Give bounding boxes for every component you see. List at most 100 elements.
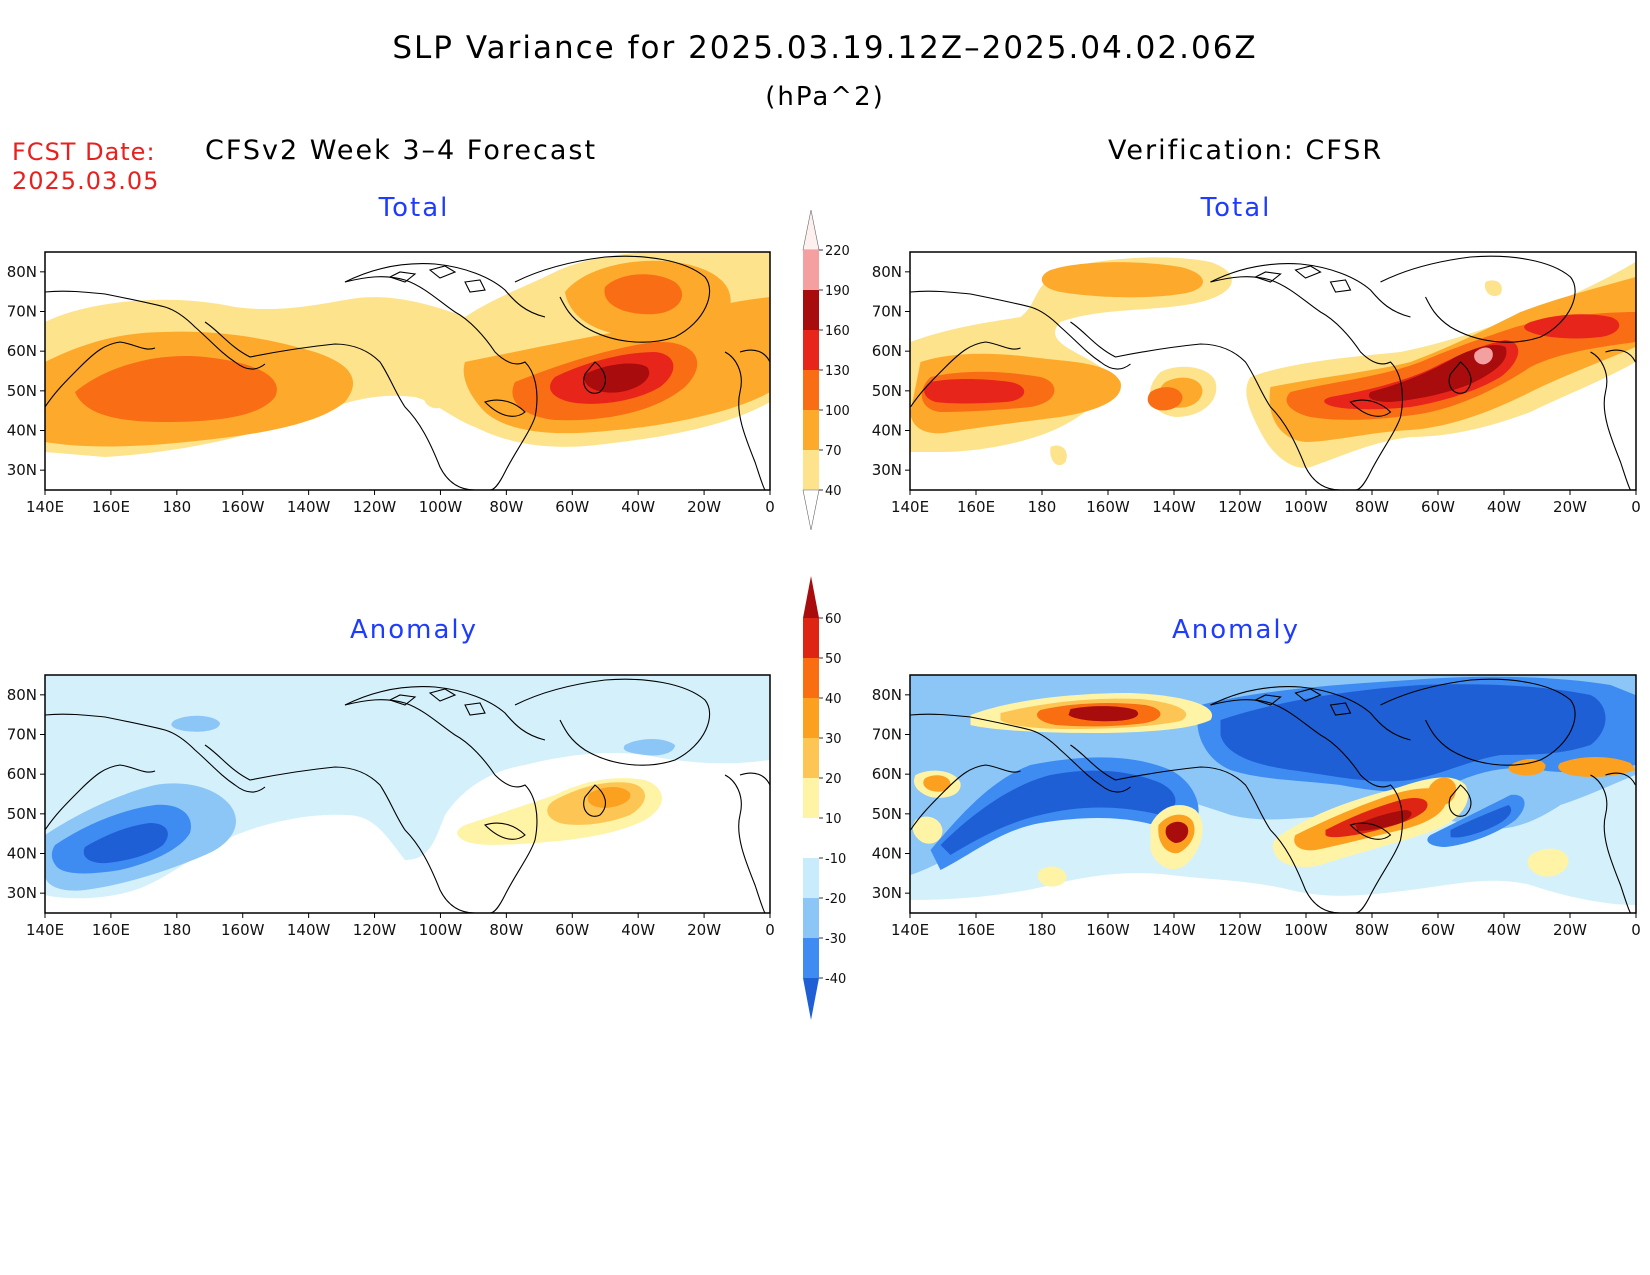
lat-tick-label: 80N: [872, 263, 902, 281]
colorbar-label: 130: [825, 364, 850, 379]
colorbar-label: 40: [825, 484, 842, 499]
colorbar-segment: [803, 778, 819, 818]
neg20-blob: [171, 715, 220, 732]
colorbar-segment: [803, 618, 819, 658]
lat-tick-label: 70N: [7, 726, 37, 744]
lon-tick-label: 60W: [555, 498, 589, 516]
lon-tick-label: 20W: [687, 921, 721, 939]
lon-tick-label: 100W: [419, 498, 463, 516]
verification-total-title: Total: [1200, 193, 1272, 223]
forecast-total-field: [45, 252, 770, 457]
colorbar-label: 20: [825, 772, 842, 787]
lon-tick-label: 180: [1028, 498, 1057, 516]
colorbar-segment: [803, 410, 819, 450]
pos30-region: [587, 787, 631, 808]
lon-tick-label: 20W: [687, 498, 721, 516]
lon-tick-label: 0: [1631, 921, 1641, 939]
pos10-blob-sw: [912, 816, 943, 844]
lon-tick-label: 20W: [1553, 921, 1587, 939]
forecast-anomaly-title: Anomaly: [349, 615, 479, 645]
lon-tick-label: 140E: [26, 498, 64, 516]
forecast-date-block: FCST Date: 2025.03.05: [12, 138, 159, 196]
lat-tick-label: 60N: [7, 765, 37, 783]
contour-40-blob: [1050, 445, 1067, 466]
lat-tick-label: 30N: [872, 884, 902, 902]
colorbar-label: -20: [825, 892, 846, 907]
lon-tick-label: 120W: [1218, 498, 1262, 516]
lon-tick-label: 120W: [1218, 921, 1262, 939]
lon-tick-label: 80W: [489, 921, 523, 939]
lat-tick-label: 80N: [7, 686, 37, 704]
neg10-region: [45, 675, 770, 899]
units-label: (hPa^2): [765, 82, 885, 112]
lat-tick-label: 70N: [7, 303, 37, 321]
lat-tick-label: 30N: [7, 884, 37, 902]
pos60-region-ak: [1165, 821, 1189, 843]
colorbar-segment: [803, 898, 819, 938]
lon-tick-label: 160W: [1086, 498, 1130, 516]
forecast-total-panel: [44, 251, 771, 491]
lon-tick-label: 140E: [26, 921, 64, 939]
pos60-region-na: [1355, 810, 1412, 831]
lon-tick-label: 60W: [1421, 921, 1455, 939]
colorbar-label: 60: [825, 612, 842, 627]
forecast-anomaly-panel: [44, 674, 771, 914]
contour-100-region: [75, 356, 277, 422]
colorbar-segment: [803, 938, 819, 978]
figure-title: SLP Variance for 2025.03.19.12Z–2025.04.…: [392, 30, 1258, 66]
colorbar-label: 220: [825, 244, 850, 259]
colorbar-over-triangle: [803, 576, 819, 618]
lat-tick-label: 70N: [872, 303, 902, 321]
lon-tick-label: 100W: [419, 921, 463, 939]
lon-tick-label: 40W: [1487, 498, 1521, 516]
colorbar-anomaly: 60 50 40 30 20 10 -10 -20 -30 -40: [803, 576, 846, 1020]
neg40-region-2: [1220, 684, 1606, 782]
contour-70-region-2: [1041, 262, 1203, 298]
forecast-anomaly-field: [45, 675, 770, 899]
lat-tick-label: 50N: [872, 805, 902, 823]
lat-tick-label: 60N: [872, 765, 902, 783]
forecast-heading: CFSv2 Week 3–4 Forecast: [205, 135, 598, 166]
lon-tick-label: 160E: [957, 921, 995, 939]
lon-tick-label: 40W: [621, 498, 655, 516]
lat-tick-label: 70N: [872, 726, 902, 744]
neg20-blob-2: [623, 739, 675, 756]
lon-tick-label: 140W: [287, 498, 331, 516]
contour-190-region: [1474, 347, 1493, 365]
colorbar-label: 40: [825, 692, 842, 707]
lon-tick-label: 160E: [92, 921, 130, 939]
lon-tick-label: 140W: [287, 921, 331, 939]
forecast-total-title: Total: [378, 193, 450, 223]
colorbar-segment: [803, 250, 819, 290]
lat-tick-label: 40N: [872, 422, 902, 440]
colorbar-segment: [803, 698, 819, 738]
lat-tick-label: 60N: [872, 342, 902, 360]
lon-tick-label: 140W: [1152, 921, 1196, 939]
lon-tick-label: 80W: [1355, 498, 1389, 516]
axis-ticks: 140E 160E 180 160W 140W 120W 100W 80W 60W 40W 20W 0…: [7, 263, 1641, 939]
colorbar-segment: [803, 330, 819, 370]
colorbar-segment: [803, 658, 819, 698]
lat-tick-label: 40N: [7, 422, 37, 440]
contour-130-region: [924, 379, 1025, 404]
colorbar-label: 30: [825, 732, 842, 747]
lon-tick-label: 0: [1631, 498, 1641, 516]
lat-tick-label: 80N: [872, 686, 902, 704]
contour-40-blob-2: [1484, 280, 1502, 297]
verification-heading: Verification: CFSR: [1108, 135, 1384, 166]
lon-tick-label: 120W: [353, 498, 397, 516]
coastlines: [45, 678, 770, 913]
verification-total-panel: [909, 251, 1637, 491]
lon-tick-label: 80W: [1355, 921, 1389, 939]
contour-100-region-3: [1147, 387, 1183, 411]
contour-160-region: [584, 363, 650, 393]
colorbar-under-triangle: [803, 978, 819, 1020]
frame: [909, 251, 1637, 491]
colorbar-label: 50: [825, 652, 842, 667]
lon-tick-label: 180: [162, 498, 191, 516]
colorbar-label: -30: [825, 932, 846, 947]
coastlines: [45, 255, 770, 490]
colorbar-segment: [803, 370, 819, 410]
lon-tick-label: 40W: [1487, 921, 1521, 939]
